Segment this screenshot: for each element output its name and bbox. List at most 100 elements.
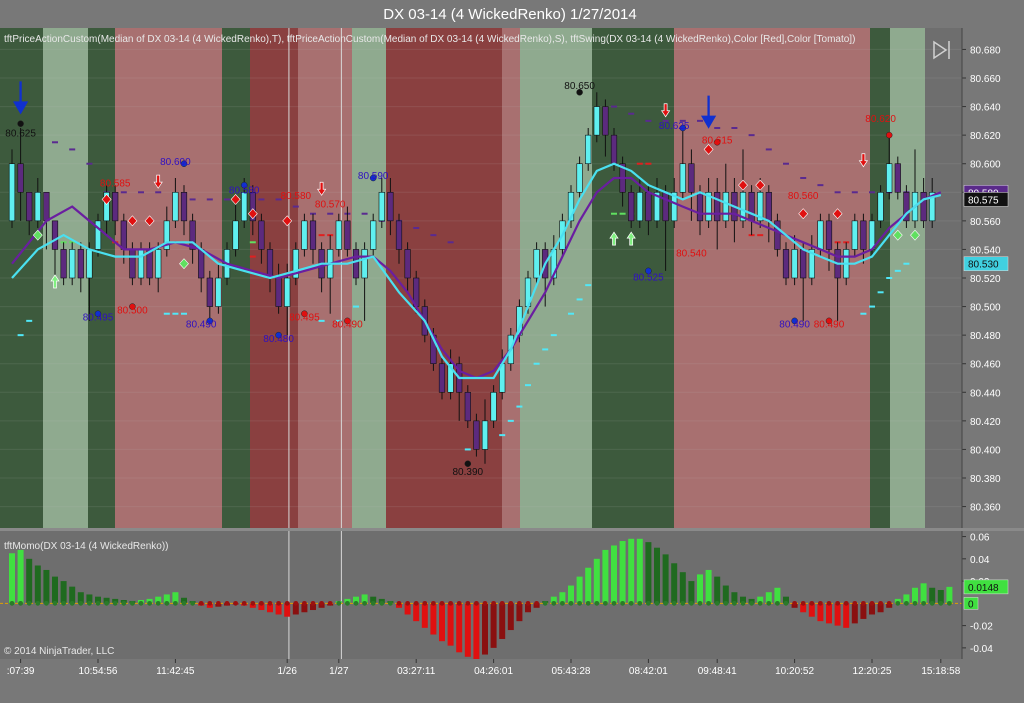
renko-bar: [464, 385, 471, 428]
momo-bar: [783, 596, 789, 604]
down-bar-body: [464, 391, 471, 422]
momo-bar: [95, 596, 101, 604]
down-bar-body: [894, 163, 901, 193]
momo-zero-dot: [18, 600, 23, 606]
time-tick-label: 05:43:28: [552, 666, 591, 677]
renko-bar: [370, 213, 377, 257]
momo-tick-label: 0.06: [970, 533, 990, 544]
swing-dot: [94, 310, 102, 317]
momo-zero-dot: [293, 600, 299, 606]
up-bar-body: [378, 191, 385, 222]
renko-bar: [189, 213, 196, 264]
swing-price-label: 80.480: [263, 334, 294, 345]
momo-session-lines: [288, 531, 342, 659]
momo-current-box: [963, 579, 1009, 595]
signal-diamond: [101, 193, 112, 205]
background-band: [88, 28, 115, 528]
momo-bar: [585, 567, 592, 604]
renko-bar: [206, 270, 213, 321]
momo-bar: [26, 558, 33, 604]
up-bar-body: [215, 277, 222, 307]
up-bar-body: [172, 191, 179, 222]
momo-zero-dot: [241, 600, 247, 606]
down-bar-body: [275, 277, 282, 307]
renko-bar: [17, 128, 24, 221]
momo-zero-dot: [147, 600, 153, 606]
purple-moving-average: [11, 176, 942, 380]
momo-zero-dot: [44, 600, 49, 606]
renko-bar: [51, 220, 59, 278]
momo-bar: [740, 596, 746, 604]
momo-panel[interactable]: tftMomo(DX 03-14 (4 WickedRenko)) © 2014…: [0, 531, 962, 659]
up-bar-body: [86, 249, 93, 279]
signal-diamond: [738, 179, 748, 191]
momo-bar: [602, 549, 609, 604]
panel-separator[interactable]: [0, 528, 1024, 531]
momo-zero-dot: [61, 600, 66, 606]
up-bar-body: [301, 220, 308, 250]
scroll-end-icon[interactable]: [933, 40, 950, 60]
momo-zero-dot: [52, 600, 58, 606]
momo-bar: [77, 592, 84, 604]
momo-zero-dot: [697, 600, 703, 606]
momo-bar: [757, 596, 764, 604]
price-marker-label: 80.530: [968, 260, 999, 271]
price-panel[interactable]: 80.625 80.650 80.390 80.600 80.580 80.590 80.6…: [0, 28, 962, 528]
momo-zero-dot: [508, 600, 514, 606]
momo-bar: [619, 541, 626, 604]
momo-zero-dot: [646, 600, 651, 606]
time-tick-label: 12:20:25: [853, 666, 892, 677]
up-bar-body: [94, 220, 102, 250]
momo-zero-dot: [121, 600, 127, 606]
price-tick-label: 80.500: [970, 303, 1001, 314]
up-bar-body: [679, 163, 686, 193]
price-tick-label: 80.460: [970, 360, 1001, 371]
momo-zero-dot: [671, 600, 677, 606]
momo-zero-dot: [706, 600, 711, 606]
time-axis[interactable]: :07:39 10:54:56 11:42:45 1/26 1/27 03:27:11 04…: [0, 659, 1024, 703]
renko-bar: [774, 213, 781, 257]
renko-bar: [782, 242, 790, 286]
momo-bar: [155, 596, 162, 604]
momo-zero-dot: [198, 600, 204, 606]
momo-bar: [275, 603, 282, 615]
momo-bar: [482, 603, 488, 655]
momo-zero-dot: [809, 600, 815, 606]
momo-bar: [929, 587, 936, 604]
renko-bar: [929, 178, 936, 228]
up-bar-body: [447, 363, 454, 393]
momo-zero-dot: [250, 600, 256, 606]
swing-dot: [180, 160, 188, 167]
down-arrow-icon: [700, 95, 717, 129]
renko-bar: [628, 185, 635, 228]
up-bar-body: [370, 220, 377, 250]
down-bar-body: [309, 220, 317, 250]
renko-bar: [438, 356, 446, 400]
indicator-label: tftPriceActionCustom(Median of DX 03-14 …: [4, 34, 855, 45]
momo-zero-dot: [422, 600, 428, 606]
time-axis-background: [0, 659, 1024, 703]
price-axis: 80.360 80.380 80.400 80.420 80.440 80.460 80.4…: [961, 28, 1024, 528]
up-bar-body: [292, 249, 299, 279]
swing-price-label: 80.495: [289, 313, 320, 324]
renko-bar: [679, 128, 686, 200]
momo-current-label: 0.0148: [968, 583, 999, 594]
momo-zero-dot: [525, 600, 531, 606]
background-band: [298, 28, 352, 528]
signal-diamond: [144, 215, 155, 227]
momo-bar: [688, 581, 695, 604]
momo-bar: [499, 603, 506, 639]
momo-bar: [404, 603, 411, 615]
momo-zero-dot: [104, 600, 109, 606]
momo-bar: [413, 603, 420, 622]
up-bar-body: [593, 106, 600, 136]
renko-bar: [163, 206, 170, 257]
momo-bar: [525, 603, 531, 613]
swing-price-label: 80.625: [5, 128, 36, 139]
momo-zero-dot: [491, 600, 496, 606]
renko-bar: [215, 263, 222, 314]
up-bar-body: [817, 220, 824, 250]
renko-bar: [860, 213, 867, 264]
renko-bar: [378, 178, 385, 228]
